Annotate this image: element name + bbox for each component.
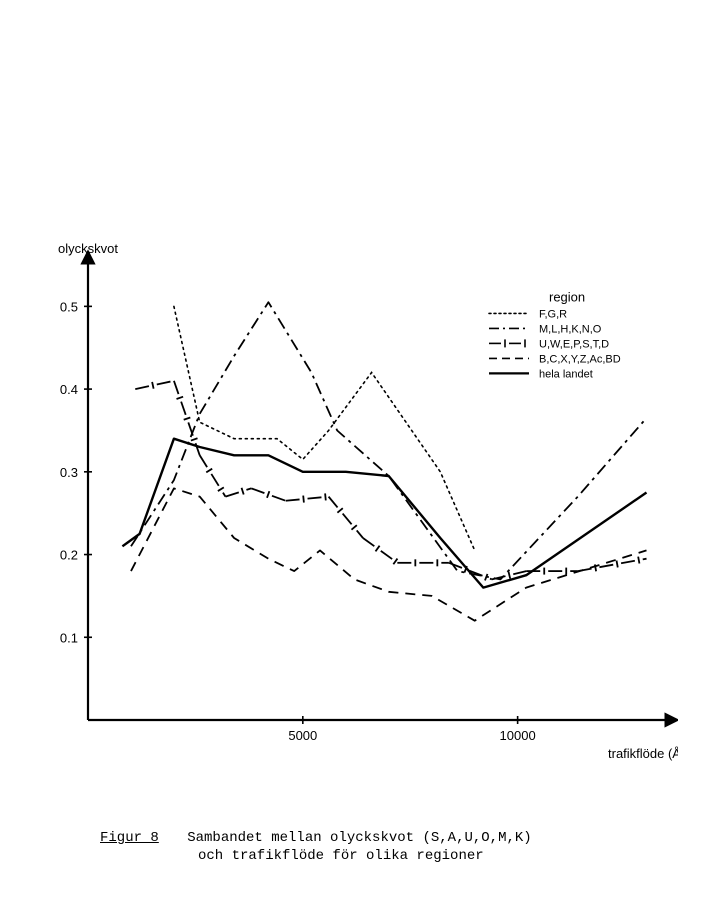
chart-svg: 0.1 0.2 0.3 0.4 0.5 5000 10000 olyckskvot trafik… [38,240,678,780]
svg-text:0.4: 0.4 [60,382,78,397]
figure-caption: Figur 8 Sambandet mellan olyckskvot (S,A… [100,830,660,864]
svg-text:region: region [549,289,585,304]
svg-text:0.2: 0.2 [60,548,78,563]
svg-text:trafikflöde (ÅMD: trafikflöde (ÅMD [608,746,678,761]
svg-text:F,G,R: F,G,R [539,308,567,320]
svg-text:M,L,H,K,N,O: M,L,H,K,N,O [539,323,602,335]
svg-text:U,W,E,P,S,T,D: U,W,E,P,S,T,D [539,338,609,350]
svg-text:hela landet: hela landet [539,368,593,380]
svg-text:5000: 5000 [288,728,317,743]
svg-text:olyckskvot: olyckskvot [58,241,118,256]
figure-label: Figur 8 [100,830,159,846]
caption-line-1: Sambandet mellan olyckskvot (S,A,U,O,M,K… [187,830,531,846]
svg-text:B,C,X,Y,Z,Ac,BD: B,C,X,Y,Z,Ac,BD [539,353,621,365]
svg-text:0.3: 0.3 [60,465,78,480]
svg-text:0.5: 0.5 [60,299,78,314]
svg-text:0.1: 0.1 [60,630,78,645]
caption-line-2: och trafikflöde för olika regioner [198,848,660,864]
svg-text:10000: 10000 [500,728,536,743]
line-chart: 0.1 0.2 0.3 0.4 0.5 5000 10000 olyckskvot trafik… [38,240,678,780]
